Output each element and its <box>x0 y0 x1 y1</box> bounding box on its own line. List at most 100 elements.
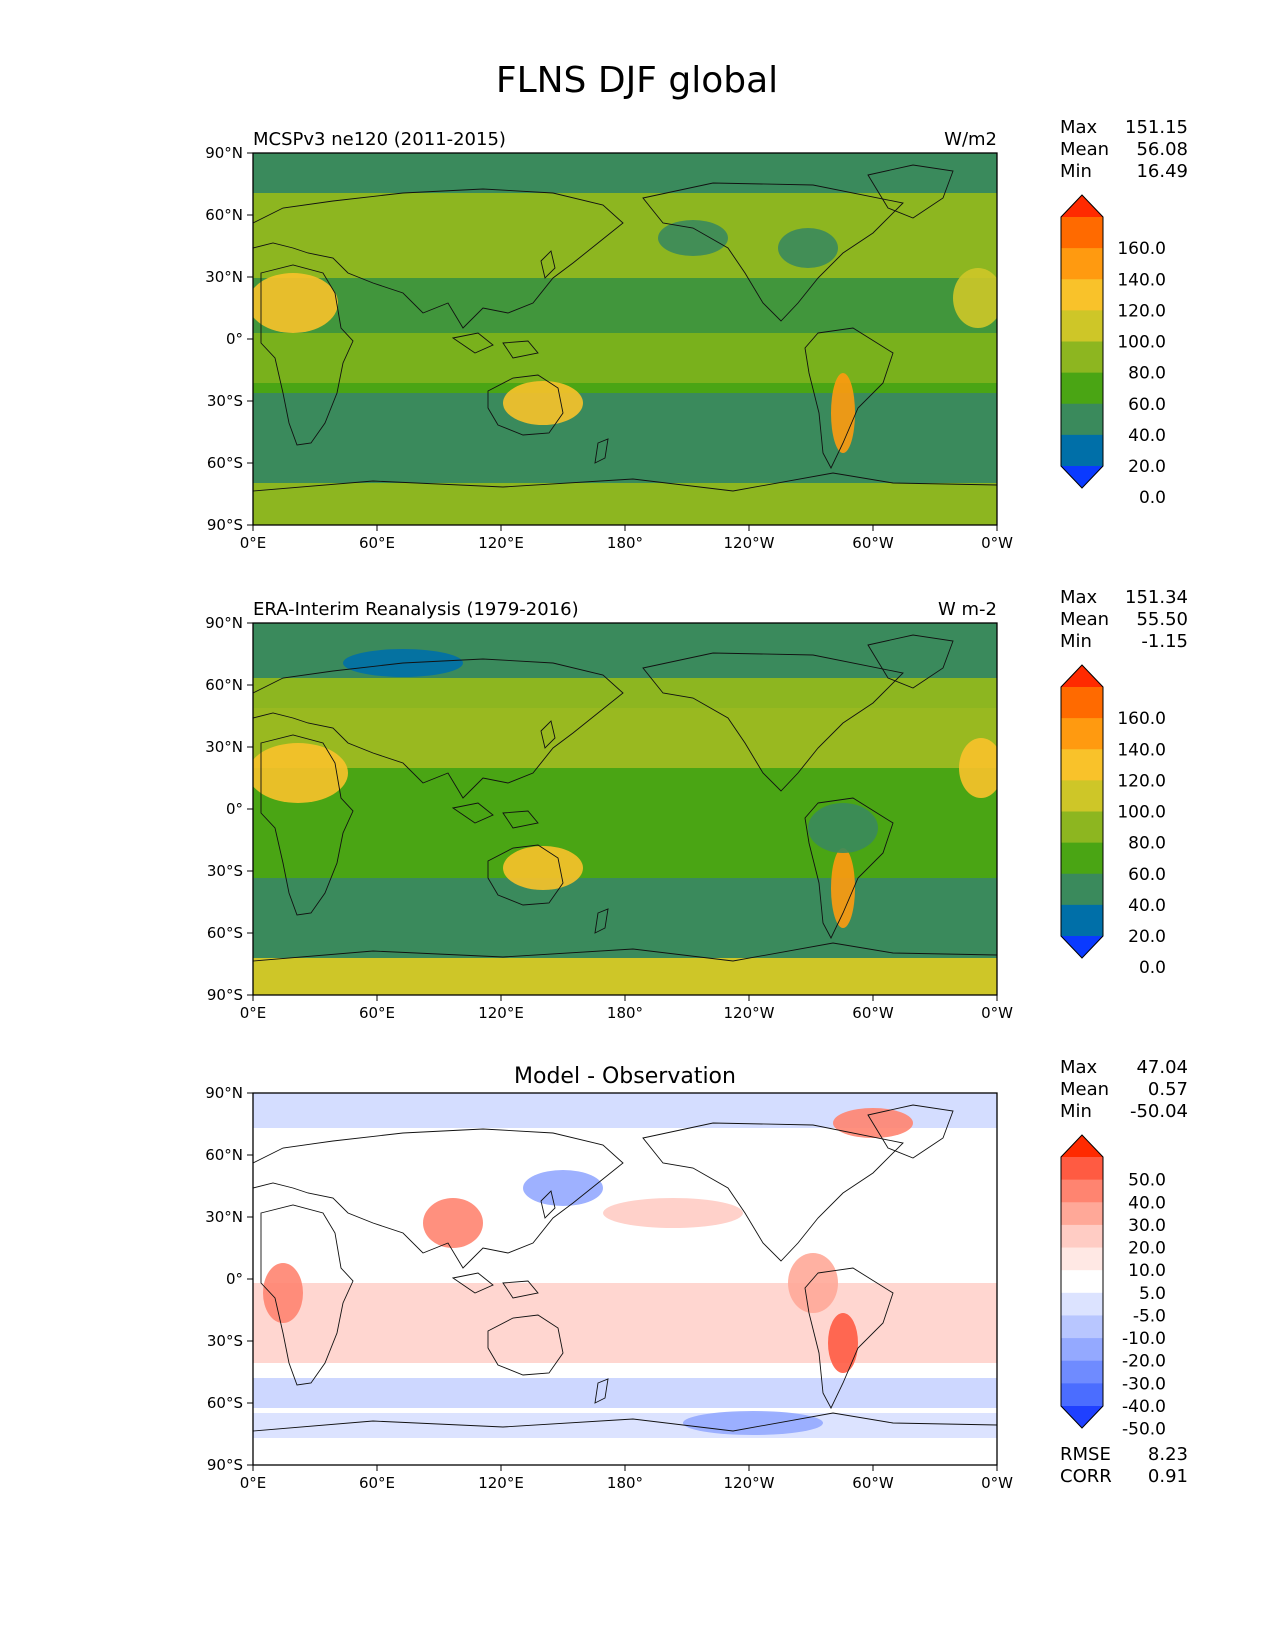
lon-tick-label: 60°W <box>852 1004 894 1022</box>
panel-left-title: MCSPv3 ne120 (2011-2015) <box>253 129 506 150</box>
colorbar-label: 20.0 <box>1128 927 1166 947</box>
lon-tick-label: 60°W <box>852 534 894 552</box>
colorbar-label: -10.0 <box>1122 1329 1166 1349</box>
lat-tick-label: 0° <box>226 1270 243 1288</box>
stat-label: Min <box>1060 161 1092 182</box>
metric-label: RMSE <box>1060 1444 1111 1465</box>
colorbar-label: 100.0 <box>1117 333 1166 353</box>
lon-tick-label: 60°E <box>359 1474 395 1492</box>
metric-label: CORR <box>1060 1466 1112 1487</box>
colorbar-label: 60.0 <box>1128 865 1166 885</box>
stat-label: Max <box>1060 1057 1098 1078</box>
lat-tick-label: 30°S <box>207 862 243 880</box>
colorbar-label: 40.0 <box>1128 426 1166 446</box>
colorbar-label: 120.0 <box>1117 771 1166 791</box>
lon-tick-label: 0°W <box>981 1004 1013 1022</box>
lon-tick-label: 120°E <box>478 1474 524 1492</box>
lat-tick-label: 60°S <box>207 1394 243 1412</box>
colorbar: 160.0 140.0 120.0 100.0 80.0 60.0 40.0 20.0 0.0 <box>1060 194 1166 508</box>
map-field <box>253 153 997 525</box>
colorbar-label: -5.0 <box>1133 1306 1166 1326</box>
metric-value: 0.91 <box>1148 1466 1188 1487</box>
lat-tick-label: 90°N <box>205 1084 243 1102</box>
lat-tick-label: 90°S <box>207 986 243 1004</box>
panel-model: MCSPv3 ne120 (2011-2015) W/m2 90°N 60°N 30°N… <box>205 117 1188 552</box>
colorbar-label: 40.0 <box>1128 896 1166 916</box>
lon-tick-label: 120°W <box>724 534 775 552</box>
lon-tick-label: 180° <box>607 1474 643 1492</box>
metric-value: 8.23 <box>1148 1444 1188 1465</box>
lat-tick-label: 30°N <box>205 268 243 286</box>
figure-title: FLNS DJF global <box>496 60 778 101</box>
colorbar-label: -40.0 <box>1122 1397 1166 1417</box>
colorbar-label: 0.0 <box>1139 958 1166 978</box>
lon-tick-label: 120°E <box>478 1004 524 1022</box>
map-field <box>253 623 997 995</box>
colorbar-label: 160.0 <box>1117 239 1166 259</box>
stat-value: 56.08 <box>1136 139 1188 160</box>
lon-tick-label: 60°W <box>852 1474 894 1492</box>
stat-label: Mean <box>1060 139 1109 160</box>
colorbar-label: 140.0 <box>1117 270 1166 290</box>
colorbar-label: 20.0 <box>1128 457 1166 477</box>
lat-tick-label: 30°N <box>205 738 243 756</box>
lat-tick-label: 60°S <box>207 924 243 942</box>
colorbar-label: 120.0 <box>1117 301 1166 321</box>
lon-tick-label: 0°W <box>981 534 1013 552</box>
panel-observation: ERA-Interim Reanalysis (1979-2016) W m-2 9… <box>205 587 1188 1022</box>
lat-tick-label: 90°S <box>207 1456 243 1474</box>
lon-tick-label: 120°E <box>478 534 524 552</box>
lat-tick-label: 0° <box>226 330 243 348</box>
map-field <box>253 1093 997 1465</box>
colorbar-label: 0.0 <box>1139 488 1166 508</box>
lat-tick-label: 30°N <box>205 1208 243 1226</box>
lon-tick-label: 0°E <box>240 1474 267 1492</box>
colorbar: 50.040.0 30.0 20.010.0 5.0-5.0 -10.0 -20.0-30… <box>1060 1134 1166 1440</box>
colorbar-label: 100.0 <box>1117 803 1166 823</box>
colorbar-label: 10.0 <box>1128 1261 1166 1281</box>
stat-label: Min <box>1060 1101 1092 1122</box>
stat-value: -1.15 <box>1141 631 1188 652</box>
stat-value: 151.15 <box>1125 117 1188 138</box>
lat-tick-label: 0° <box>226 800 243 818</box>
lat-tick-label: 60°S <box>207 454 243 472</box>
colorbar-label: -50.0 <box>1122 1420 1166 1440</box>
stat-label: Mean <box>1060 609 1109 630</box>
lat-tick-label: 30°S <box>207 1332 243 1350</box>
colorbar-label: 60.0 <box>1128 395 1166 415</box>
colorbar-label: 80.0 <box>1128 364 1166 384</box>
stat-value: 16.49 <box>1136 161 1188 182</box>
lat-tick-label: 30°S <box>207 392 243 410</box>
stat-label: Mean <box>1060 1079 1109 1100</box>
lon-tick-label: 60°E <box>359 534 395 552</box>
colorbar-label: 5.0 <box>1139 1284 1166 1304</box>
colorbar-label: 50.0 <box>1128 1171 1166 1191</box>
colorbar-label: -20.0 <box>1122 1352 1166 1372</box>
lon-tick-label: 120°W <box>724 1474 775 1492</box>
colorbar-label: 30.0 <box>1128 1216 1166 1236</box>
lon-tick-label: 120°W <box>724 1004 775 1022</box>
lat-tick-label: 60°N <box>205 206 243 224</box>
panel-left-title: ERA-Interim Reanalysis (1979-2016) <box>253 599 579 620</box>
panel-units: W/m2 <box>944 129 997 150</box>
lat-tick-label: 60°N <box>205 676 243 694</box>
colorbar: 160.0 140.0 120.0 100.0 80.0 60.0 40.0 20.0 0.0 <box>1060 664 1166 978</box>
stat-value: 55.50 <box>1136 609 1188 630</box>
colorbar-label: 140.0 <box>1117 740 1166 760</box>
lat-tick-label: 90°N <box>205 614 243 632</box>
lon-tick-label: 180° <box>607 1004 643 1022</box>
colorbar-label: -30.0 <box>1122 1374 1166 1394</box>
stat-value: 151.34 <box>1125 587 1188 608</box>
stat-label: Min <box>1060 631 1092 652</box>
panel-units: W m-2 <box>938 599 997 620</box>
stat-value: -50.04 <box>1130 1101 1188 1122</box>
lon-tick-label: 0°E <box>240 534 267 552</box>
lat-tick-label: 90°N <box>205 144 243 162</box>
lon-tick-label: 180° <box>607 534 643 552</box>
stat-label: Max <box>1060 587 1098 608</box>
panel-center-title: Model - Observation <box>514 1064 736 1089</box>
lon-tick-label: 0°W <box>981 1474 1013 1492</box>
colorbar-label: 160.0 <box>1117 709 1166 729</box>
stat-value: 0.57 <box>1148 1079 1188 1100</box>
lon-tick-label: 0°E <box>240 1004 267 1022</box>
